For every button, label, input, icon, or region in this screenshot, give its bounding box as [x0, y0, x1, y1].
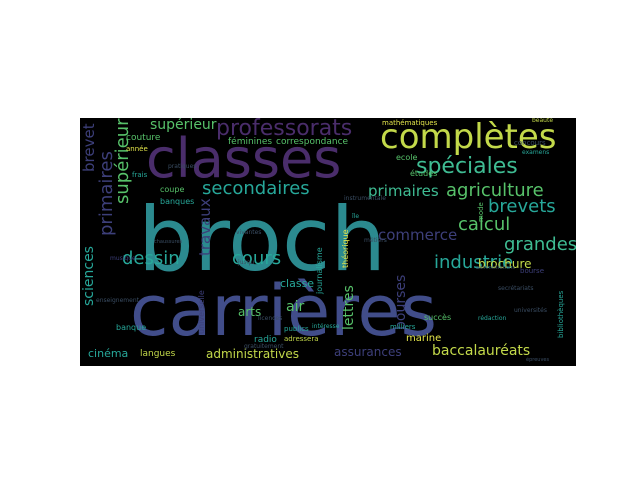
word-bourse: bourse: [520, 267, 544, 275]
word-banques: banques: [160, 197, 195, 206]
word-journalisme: journalisme: [315, 247, 324, 294]
word-classes: classes: [146, 127, 342, 190]
word-travaux: travaux: [196, 198, 214, 256]
word-vivantes: vivantes: [236, 229, 262, 236]
word-chaussures: chaussures: [154, 239, 183, 245]
word-beaute: beauté: [532, 118, 554, 124]
word-sciences: sciences: [81, 246, 97, 306]
word-ecoles: primaires: [368, 182, 439, 200]
word-annee: année: [126, 145, 148, 153]
word-grandes: grandes: [504, 234, 576, 255]
word-administratives: administratives: [206, 347, 299, 361]
word-feminines: féminines: [228, 137, 273, 147]
word-radio: radio: [254, 335, 277, 345]
word-commerce: supérieur: [150, 118, 217, 133]
word-baccalaureats: baccalauréats: [432, 343, 531, 359]
word-mathematiques: mathématiques: [382, 119, 438, 127]
word-mode: mode: [477, 202, 485, 222]
word-broch: broch: [138, 188, 387, 291]
word-jusqu: jusqu: [238, 259, 255, 266]
word-marine: marine: [406, 333, 442, 344]
word-etudes: études: [410, 169, 438, 178]
word-agriculture: agriculture: [446, 180, 544, 201]
word-arts: arts: [238, 305, 262, 319]
word-musique: musique: [110, 255, 136, 262]
word-completes: complètes: [380, 118, 557, 157]
word-milliers: milliers: [390, 323, 416, 331]
word-calcul: calcul: [458, 214, 511, 235]
word-ecole: ecole: [396, 153, 418, 162]
word-cinema: cinéma: [88, 347, 129, 360]
word-secondaires: secondaires: [202, 178, 310, 199]
word-publics: publics: [284, 325, 309, 333]
word-speciales: spéciales: [416, 154, 518, 179]
word-redaction: rédaction: [478, 315, 507, 322]
word-dessin: dessin: [122, 248, 180, 269]
word-couture: couture: [126, 133, 161, 143]
word-cloud: broch carrières classes complètes profes…: [80, 118, 576, 366]
word-licences: licences: [258, 315, 283, 322]
word-brochure: brochure: [478, 257, 532, 271]
word-brevets: brevets: [488, 196, 556, 217]
word-secretariats: secrétariats: [498, 285, 534, 292]
word-pratiques: pratiques: [168, 163, 197, 170]
word-professorats: professorats: [216, 118, 353, 141]
word-gratuitement: gratuitement: [244, 343, 284, 350]
word-carrieres: carrières: [130, 270, 438, 352]
word-succes: succès: [424, 313, 452, 322]
word-interesse: intéresse: [312, 323, 340, 330]
word-enseignement: enseignement: [96, 297, 139, 304]
word-adressera: adressera: [284, 335, 319, 343]
word-bibliotheques: bibliothèques: [557, 290, 565, 338]
word-epreuves: épreuves: [526, 357, 550, 363]
word-lettres: lettres: [341, 285, 357, 330]
word-droit: commerce: [378, 226, 458, 244]
word-universites: universités: [514, 307, 547, 314]
word-banque: banque: [116, 323, 147, 332]
word-bourses: bourses: [393, 274, 409, 330]
word-administrations: administrations: [476, 265, 515, 271]
word-langues: langues: [140, 349, 176, 359]
word-correspondance: correspondance: [276, 137, 349, 147]
word-universelle: universelle: [197, 290, 206, 334]
word-ile: île: [352, 213, 360, 220]
word-primaires: primaires: [96, 151, 117, 236]
word-frais: frais: [132, 171, 148, 179]
word-brevet: brevet: [80, 123, 98, 172]
word-coupe: coupe: [160, 185, 185, 194]
word-classe: classe: [280, 277, 315, 290]
word-cours: cours: [232, 248, 282, 269]
word-theorique: théorique: [341, 229, 350, 268]
word-concours: concours: [514, 139, 546, 147]
word-air: air: [286, 299, 305, 315]
word-assurances: assurances: [334, 345, 402, 359]
word-metiers: métiers: [364, 237, 387, 244]
word-industrie: industrie: [434, 252, 514, 273]
word-examens: examens: [522, 149, 550, 156]
word-instrumentale: instrumentale: [344, 195, 386, 202]
